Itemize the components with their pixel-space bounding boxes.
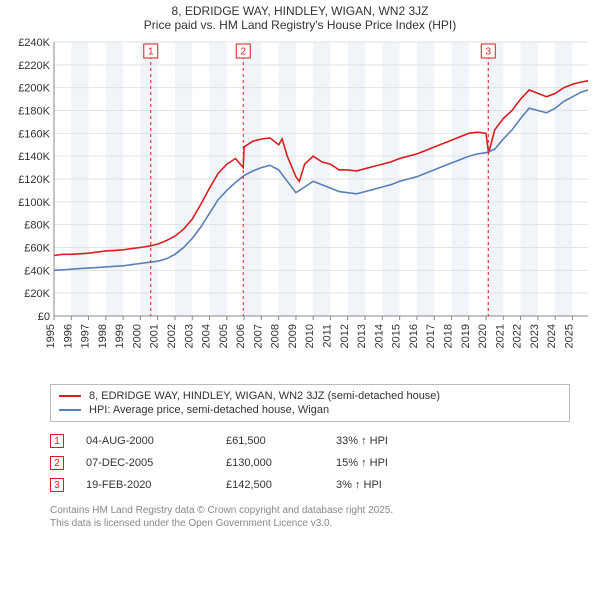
svg-text:2021: 2021	[494, 324, 506, 348]
sale-marker-row: 2 07-DEC-2005£130,00015% ↑ HPI	[50, 452, 570, 474]
legend-swatch	[59, 395, 81, 397]
title-line-1: 8, EDRIDGE WAY, HINDLEY, WIGAN, WN2 3JZ	[8, 4, 592, 18]
svg-text:2: 2	[240, 47, 246, 58]
svg-text:2002: 2002	[166, 324, 178, 348]
svg-text:2005: 2005	[218, 324, 230, 348]
sale-marker-date: 04-AUG-2000	[86, 435, 226, 447]
svg-text:1996: 1996	[62, 324, 74, 348]
svg-text:2000: 2000	[131, 324, 143, 348]
svg-text:£120K: £120K	[18, 174, 50, 186]
svg-text:£160K: £160K	[18, 128, 50, 140]
sale-marker-number: 2	[50, 456, 64, 470]
sale-marker-price: £61,500	[226, 435, 336, 447]
svg-text:£240K: £240K	[18, 38, 50, 49]
chart-plot: £0 £20K £40K £60K £80K £100K £120K £140K £160K £1…	[8, 38, 592, 378]
legend-row: HPI: Average price, semi-detached house,…	[59, 403, 561, 417]
sale-marker-delta: 3% ↑ HPI	[336, 479, 436, 491]
svg-text:2022: 2022	[512, 324, 524, 348]
svg-text:2025: 2025	[563, 324, 575, 348]
svg-text:2007: 2007	[252, 324, 264, 348]
svg-text:£140K: £140K	[18, 151, 50, 163]
svg-text:2004: 2004	[201, 324, 213, 348]
sale-marker-delta: 33% ↑ HPI	[336, 435, 436, 447]
footer: Contains HM Land Registry data © Crown c…	[50, 504, 592, 530]
svg-text:1998: 1998	[97, 324, 109, 348]
svg-text:1: 1	[148, 47, 154, 58]
svg-text:1999: 1999	[114, 324, 126, 348]
footer-line-2: This data is licensed under the Open Gov…	[50, 517, 592, 530]
svg-text:2024: 2024	[546, 324, 558, 348]
svg-text:2013: 2013	[356, 324, 368, 348]
sale-marker-date: 07-DEC-2005	[86, 457, 226, 469]
legend-label: HPI: Average price, semi-detached house,…	[89, 404, 329, 416]
svg-text:2009: 2009	[287, 324, 299, 348]
svg-text:2003: 2003	[183, 324, 195, 348]
legend-row: 8, EDRIDGE WAY, HINDLEY, WIGAN, WN2 3JZ …	[59, 389, 561, 403]
sale-marker-date: 19-FEB-2020	[86, 479, 226, 491]
sale-marker-delta: 15% ↑ HPI	[336, 457, 436, 469]
svg-text:£200K: £200K	[18, 83, 50, 95]
svg-text:2011: 2011	[322, 324, 334, 348]
svg-text:2001: 2001	[149, 324, 161, 348]
svg-text:2006: 2006	[235, 324, 247, 348]
svg-text:2023: 2023	[529, 324, 541, 348]
svg-text:2008: 2008	[270, 324, 282, 348]
svg-text:2016: 2016	[408, 324, 420, 348]
svg-text:2017: 2017	[425, 324, 437, 348]
svg-text:£100K: £100K	[18, 197, 50, 209]
svg-text:2010: 2010	[304, 324, 316, 348]
svg-text:£220K: £220K	[18, 60, 50, 72]
sale-marker-price: £142,500	[226, 479, 336, 491]
footer-line-1: Contains HM Land Registry data © Crown c…	[50, 504, 592, 517]
svg-text:2020: 2020	[477, 324, 489, 348]
svg-text:£40K: £40K	[24, 265, 50, 277]
svg-text:1997: 1997	[80, 324, 92, 348]
svg-text:2014: 2014	[373, 324, 385, 348]
legend: 8, EDRIDGE WAY, HINDLEY, WIGAN, WN2 3JZ …	[50, 384, 570, 422]
svg-text:2015: 2015	[391, 324, 403, 348]
sale-marker-number: 3	[50, 478, 64, 492]
svg-text:£20K: £20K	[24, 288, 50, 300]
svg-text:£0: £0	[38, 311, 50, 323]
svg-text:2012: 2012	[339, 324, 351, 348]
svg-text:£60K: £60K	[24, 243, 50, 255]
title-line-2: Price paid vs. HM Land Registry's House …	[8, 18, 592, 32]
sale-marker-number: 1	[50, 434, 64, 448]
sale-markers-table: 104-AUG-2000£61,50033% ↑ HPI207-DEC-2005…	[50, 430, 570, 496]
legend-label: 8, EDRIDGE WAY, HINDLEY, WIGAN, WN2 3JZ …	[89, 390, 440, 402]
chart-title: 8, EDRIDGE WAY, HINDLEY, WIGAN, WN2 3JZ …	[8, 4, 592, 32]
legend-swatch	[59, 409, 81, 411]
sale-marker-row: 1 04-AUG-2000£61,50033% ↑ HPI	[50, 430, 570, 452]
sale-marker-row: 3 19-FEB-2020£142,5003% ↑ HPI	[50, 474, 570, 496]
chart-svg: £0 £20K £40K £60K £80K £100K £120K £140K £160K £1…	[8, 38, 592, 378]
chart-container: { "title": { "line1": "8, EDRIDGE WAY, H…	[0, 0, 600, 538]
svg-text:2019: 2019	[460, 324, 472, 348]
svg-text:3: 3	[486, 47, 492, 58]
svg-text:£80K: £80K	[24, 220, 50, 232]
svg-text:1995: 1995	[45, 324, 57, 348]
svg-text:£180K: £180K	[18, 106, 50, 118]
svg-text:2018: 2018	[442, 324, 454, 348]
sale-marker-price: £130,000	[226, 457, 336, 469]
